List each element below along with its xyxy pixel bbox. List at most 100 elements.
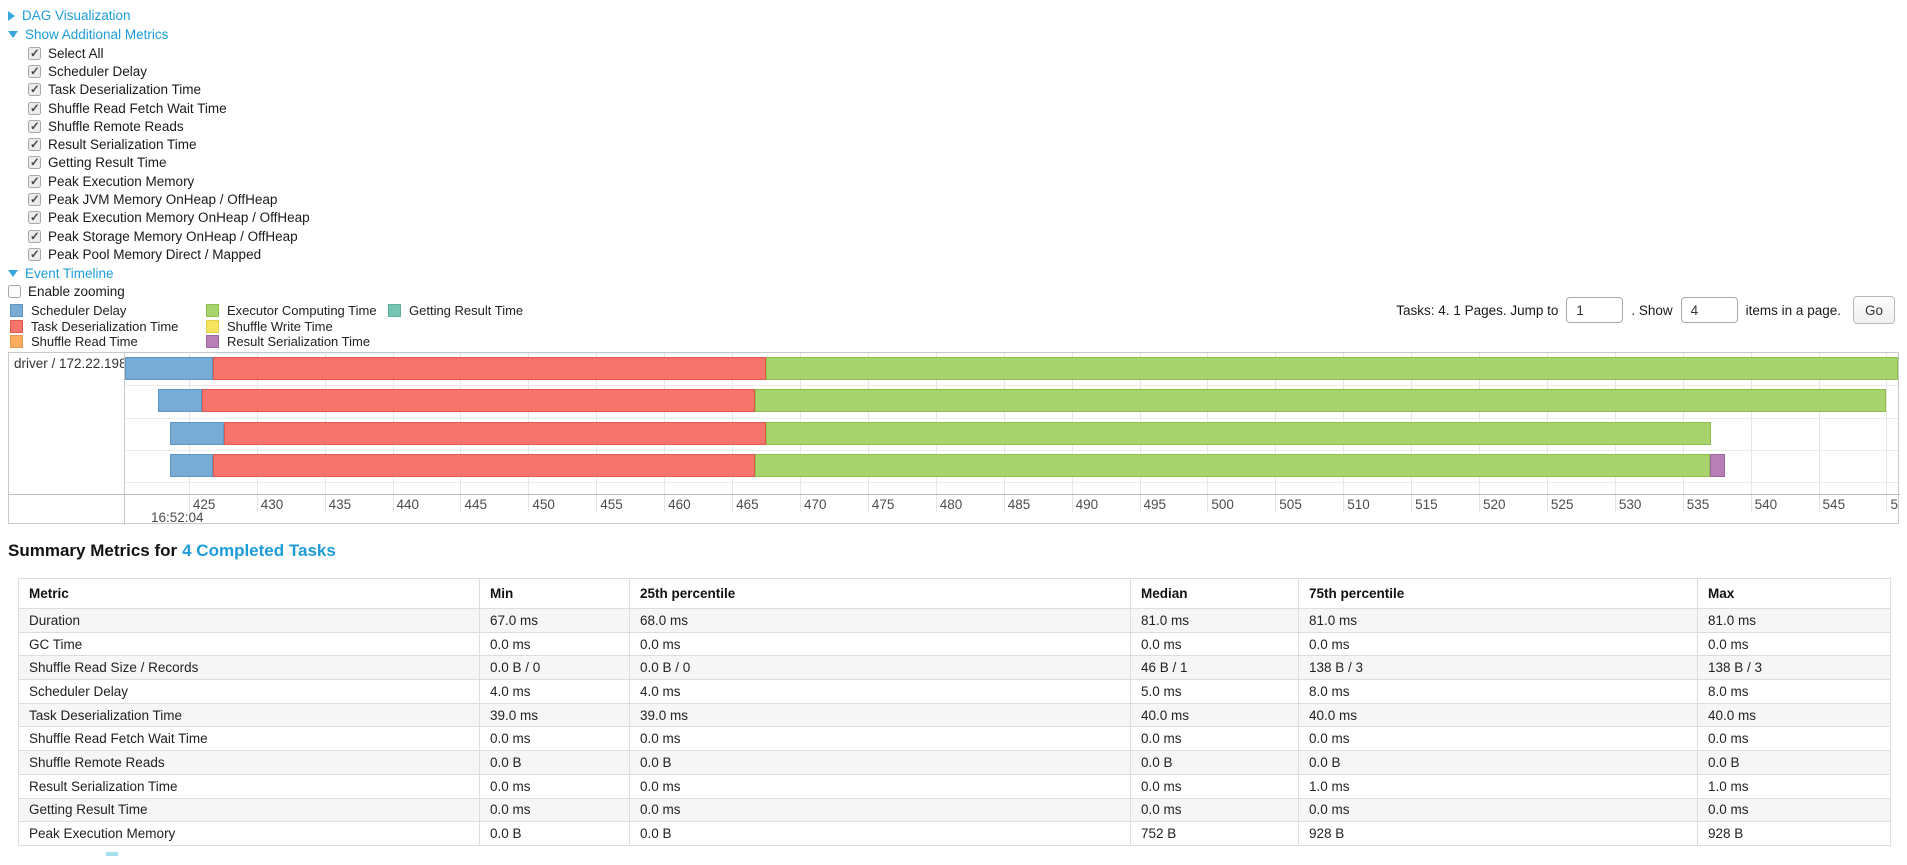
metric-checkbox[interactable]	[28, 101, 41, 115]
legend-item: Task Deserialization Time	[10, 319, 206, 335]
pagination-show-label: . Show	[1631, 302, 1673, 318]
timeline-tick	[596, 494, 598, 512]
timeline-tick-label: 515	[1415, 497, 1438, 512]
show-additional-metrics-toggle[interactable]: Show Additional Metrics	[8, 25, 310, 44]
task-bar-segment-scheduler[interactable]	[125, 357, 214, 380]
table-row: Shuffle Read Fetch Wait Time 0.0 ms 0.0 ms…	[18, 726, 1891, 752]
table-cell: 39.0 ms	[479, 702, 630, 728]
completed-tasks-link[interactable]: 4 Completed Tasks	[182, 541, 336, 560]
metric-checkbox[interactable]	[28, 119, 41, 133]
timeline-tick	[1071, 494, 1073, 512]
metric-checkbox-label: Shuffle Read Fetch Wait Time	[48, 100, 227, 116]
timeline-tick-label: 485	[1007, 497, 1031, 512]
timeline-tick-label: 530	[1618, 497, 1642, 512]
event-timeline-chart: driver / 172.22.198.104 4254304354404454…	[8, 352, 1900, 525]
table-cell: 0.0 ms	[479, 773, 630, 799]
task-bar-segment-deserialization[interactable]	[224, 421, 767, 445]
metric-checkbox[interactable]	[28, 174, 41, 188]
metric-checkbox[interactable]	[28, 155, 41, 170]
table-cell: 1.0 ms	[1298, 773, 1698, 799]
task-bar-segment-executor[interactable]	[755, 453, 1710, 477]
timeline-major-label: 16:52:04	[151, 510, 204, 525]
timeline-tick	[1343, 494, 1345, 512]
enable-zooming-checkbox[interactable]	[8, 285, 21, 299]
timeline-gridline	[1886, 353, 1888, 494]
timeline-tick-label: 535	[1686, 497, 1710, 512]
go-button[interactable]: Go	[1852, 296, 1895, 324]
task-bar-segment-scheduler[interactable]	[157, 389, 203, 413]
timeline-tick	[1750, 494, 1752, 512]
timeline-legend: Scheduler Delay Task Deserialization Time…	[10, 303, 523, 350]
header-cell: Metric	[18, 578, 480, 609]
table-cell: Result Serialization Time	[18, 773, 480, 799]
table-cell: 67.0 ms	[479, 608, 630, 633]
timeline-tick-label: 440	[396, 497, 420, 512]
metric-checkbox[interactable]	[28, 192, 41, 207]
table-cell: 928 B	[1298, 821, 1698, 846]
timeline-tick-label: 460	[668, 497, 691, 512]
table-cell: 0.0 B	[479, 821, 630, 846]
table-cell: 0.0 ms	[1298, 797, 1698, 823]
timeline-tick-label: 455	[600, 497, 623, 512]
metric-checkbox[interactable]	[28, 229, 41, 243]
timeline-tick	[528, 494, 530, 512]
metric-checkbox[interactable]	[28, 137, 41, 152]
table-cell: Peak Execution Memory	[18, 821, 480, 846]
task-bar-segment-executor[interactable]	[766, 421, 1712, 445]
table-cell: Task Deserialization Time	[18, 702, 480, 728]
timeline-tick	[1546, 494, 1548, 512]
legend-item-label: Getting Result Time	[409, 303, 524, 319]
table-row: Duration 67.0 ms 68.0 ms 81.0 ms 81.0 ms 81.0…	[18, 608, 1891, 633]
metric-checkbox[interactable]	[28, 64, 41, 78]
timeline-tick-label: 520	[1483, 497, 1506, 512]
items-per-page-input[interactable]	[1680, 297, 1738, 323]
timeline-tick-label: 425	[192, 497, 216, 512]
dag-visualization-toggle[interactable]: DAG Visualization	[8, 6, 310, 25]
table-cell: Shuffle Remote Reads	[18, 750, 480, 775]
legend-item-label: Executor Computing Time	[227, 303, 377, 319]
table-cell: 0.0 ms	[629, 726, 1131, 752]
task-bar-segment-executor[interactable]	[766, 357, 1898, 380]
timeline-tick	[1411, 494, 1413, 512]
legend-item: Shuffle Write Time	[206, 319, 388, 335]
table-cell: 0.0 ms	[1130, 797, 1299, 823]
show-additional-metrics-label: Show Additional Metrics	[25, 27, 169, 42]
table-cell: 46 B / 1	[1130, 655, 1299, 681]
task-bar-segment-deserialization[interactable]	[213, 357, 766, 380]
task-bar-segment-deserialization[interactable]	[202, 389, 756, 413]
timeline-tick-label: 490	[1075, 497, 1099, 512]
header-cell: 75th percentile	[1298, 578, 1698, 609]
timeline-tick-label: 505	[1279, 497, 1302, 512]
timeline-row-separator	[125, 449, 1898, 451]
table-cell: 0.0 ms	[1130, 773, 1299, 799]
metric-checkbox[interactable]	[28, 46, 41, 60]
task-bar-segment-deserialization[interactable]	[213, 453, 756, 477]
timeline-tick	[1139, 494, 1141, 512]
table-cell: 0.0 ms	[1697, 797, 1891, 823]
pagination-summary: Tasks: 4. 1 Pages. Jump to	[1396, 302, 1559, 318]
metric-checkbox-row: Peak Pool Memory Direct / Mapped	[8, 245, 310, 263]
executor-swatch-icon	[206, 304, 219, 318]
legend-item-label: Shuffle Write Time	[227, 318, 333, 334]
table-cell: Scheduler Delay	[18, 679, 480, 704]
jump-to-page-input[interactable]	[1566, 297, 1624, 323]
task-pagination: Tasks: 4. 1 Pages. Jump to . Show items …	[1392, 296, 1895, 324]
timeline-tick-label: 540	[1754, 497, 1778, 512]
metric-checkbox[interactable]	[28, 82, 41, 97]
timeline-tick	[1682, 494, 1684, 512]
table-row: Result Serialization Time 0.0 ms 0.0 ms 0.0…	[18, 773, 1891, 799]
metric-checkbox-label: Result Serialization Time	[48, 137, 197, 153]
chevron-down-icon	[8, 269, 18, 277]
event-timeline-toggle[interactable]: Event Timeline	[8, 264, 310, 283]
metric-checkbox[interactable]	[28, 210, 41, 225]
task-bar-segment-result-serialization[interactable]	[1709, 453, 1725, 477]
metric-checkbox[interactable]	[28, 247, 41, 261]
timeline-tick	[1614, 494, 1616, 512]
enable-zooming-label: Enable zooming	[28, 284, 125, 300]
shuffle-read-swatch-icon	[10, 335, 23, 349]
table-cell: 5.0 ms	[1130, 679, 1299, 704]
task-bar-segment-executor[interactable]	[755, 389, 1887, 413]
task-bar-segment-scheduler[interactable]	[169, 453, 214, 477]
task-bar-segment-scheduler[interactable]	[169, 421, 225, 445]
metric-checkbox-row: Peak Storage Memory OnHeap / OffHeap	[8, 227, 310, 245]
